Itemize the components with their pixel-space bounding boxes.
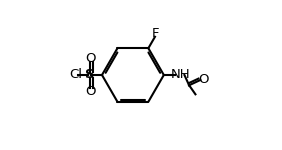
Text: O: O <box>199 74 209 86</box>
Text: Cl: Cl <box>70 69 83 81</box>
Text: S: S <box>85 69 95 81</box>
Text: O: O <box>85 52 96 65</box>
Text: F: F <box>152 27 160 40</box>
Text: O: O <box>85 85 96 98</box>
Text: NH: NH <box>171 69 190 81</box>
